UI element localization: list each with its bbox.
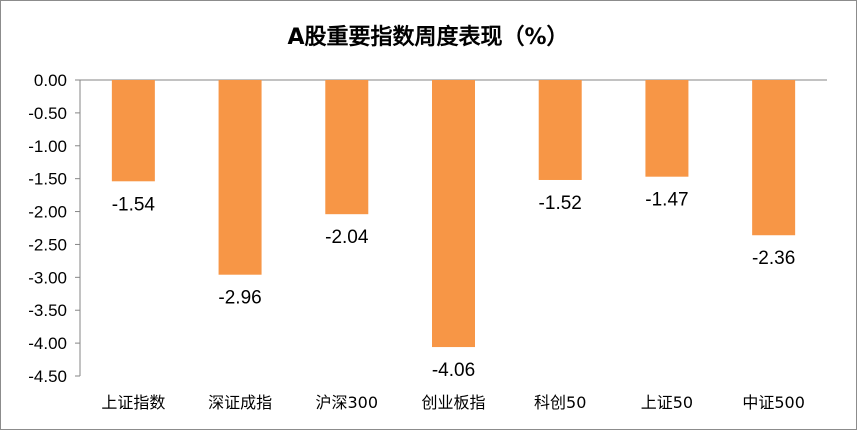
data-label: -1.47 [645,190,688,211]
x-tick-label: 科创50 [534,393,586,412]
data-label: -4.06 [432,360,475,381]
data-label: -2.04 [325,227,369,248]
data-label: -1.52 [539,193,582,214]
bar [645,80,689,177]
y-tick-label: -2.00 [28,203,67,222]
y-tick-label: -3.00 [28,268,67,287]
bar [218,80,262,275]
y-axis: 0.00 -0.50 -1.00 -1.50 -2.00 -2.50 -3.00 -3.50 -… [28,71,827,386]
x-tick-label: 中证500 [742,393,805,412]
x-tick-label: 深证成指 [208,393,272,412]
x-tick-label: 上证50 [641,393,693,412]
y-tick-label: -0.50 [28,104,67,123]
data-label: -2.36 [752,248,795,269]
data-label: -2.96 [218,288,261,309]
y-tick-label: -2.50 [28,235,67,254]
chart-title: A股重要指数周度表现（%） [287,24,568,50]
bar [432,80,475,348]
bar [325,80,369,215]
y-tick-label: -3.50 [28,301,67,320]
y-tick-label: -1.50 [28,170,67,189]
bar [111,80,155,182]
y-tick-label: -4.50 [28,367,67,386]
bar [752,80,796,236]
bar [538,80,582,180]
x-tick-label: 沪深300 [316,393,379,412]
x-tick-label: 上证指数 [101,393,165,412]
y-tick-label: 0.00 [34,71,67,90]
y-tick-label: -1.00 [28,137,67,156]
x-tick-label: 创业板指 [421,393,485,412]
y-tick-label: -4.00 [28,334,67,353]
x-axis: 上证指数 深证成指 沪深300 创业板指 科创50 上证50 中证500 [101,393,805,412]
bars [111,80,796,348]
data-labels: -1.54 -2.96 -2.04 -4.06 -1.52 -1.47 -2.36 [112,190,796,381]
data-label: -1.54 [112,194,156,215]
